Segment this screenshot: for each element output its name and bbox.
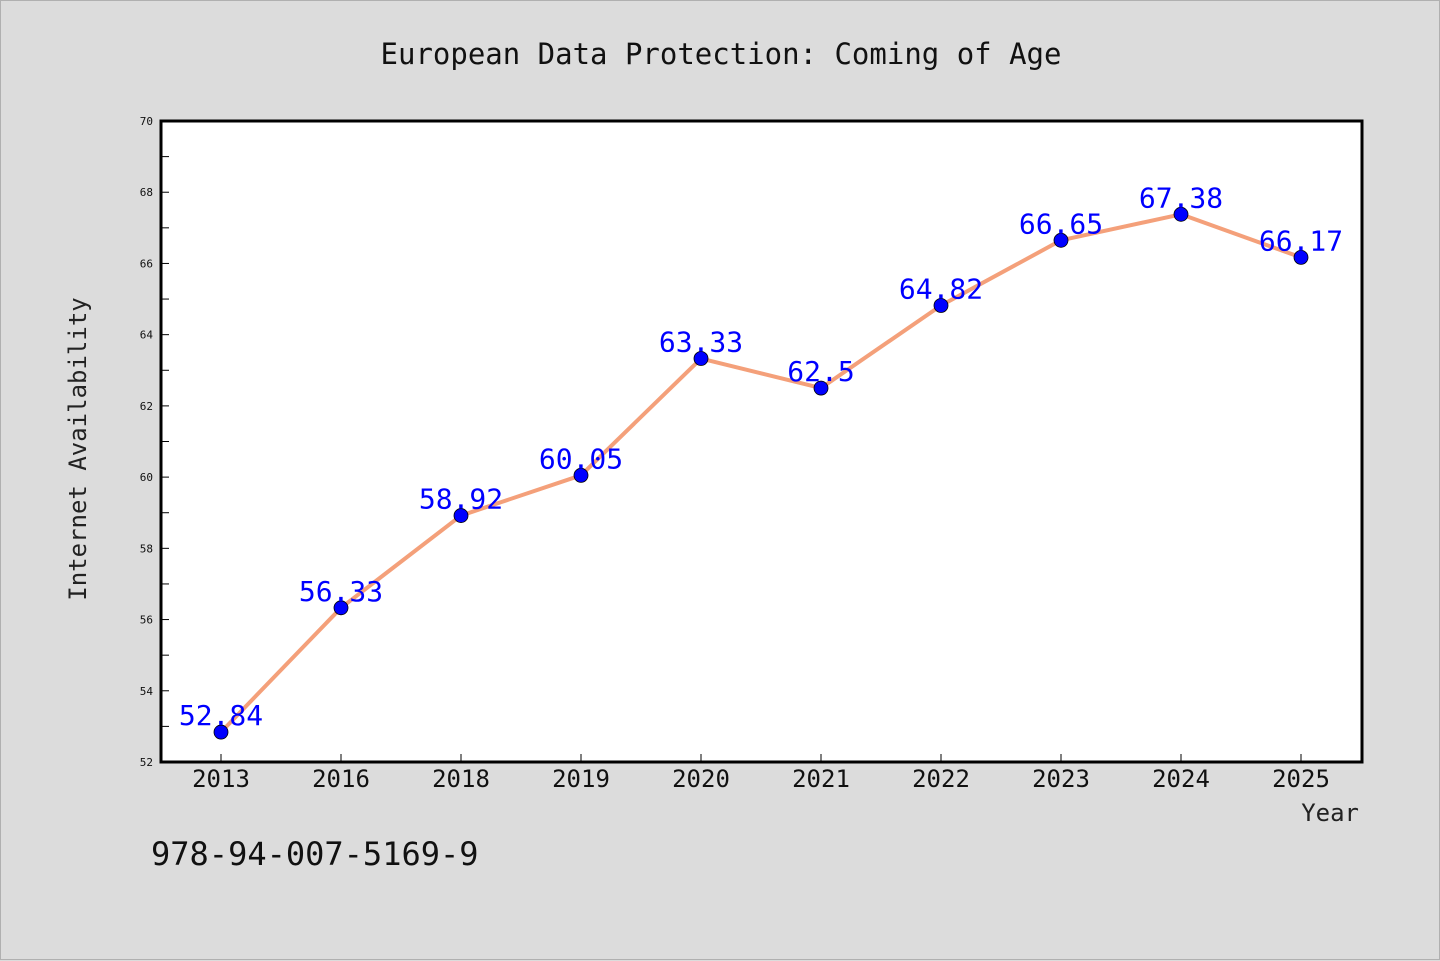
isbn-text: 978-94-007-5169-9: [151, 835, 479, 873]
y-tick-label: 68: [140, 186, 153, 199]
data-point: [1173, 206, 1189, 222]
data-point: [453, 508, 469, 523]
data-point: [573, 467, 589, 483]
data-label: 63.33: [659, 326, 743, 359]
x-axis-label: Year: [1301, 799, 1359, 827]
data-label: 58.92: [419, 483, 503, 516]
data-label: 52.84: [179, 699, 263, 732]
y-tick-label: 62: [140, 400, 153, 413]
x-tick-label: 2016: [312, 765, 370, 793]
data-point: [813, 380, 829, 396]
x-tick-label: 2024: [1152, 765, 1210, 793]
x-tick-label: 2013: [192, 765, 250, 793]
data-label: 67.38: [1139, 181, 1223, 214]
data-label: 64.82: [899, 272, 983, 305]
data-label: 66.17: [1259, 224, 1343, 257]
data-point: [213, 724, 229, 740]
data-label: 60.05: [539, 442, 623, 475]
data-point: [333, 600, 349, 616]
y-tick-label: 54: [140, 685, 154, 698]
x-tick-label: 2022: [912, 765, 970, 793]
y-tick-label: 60: [140, 471, 153, 484]
x-tick-label: 2025: [1272, 765, 1330, 793]
x-tick-label: 2023: [1032, 765, 1090, 793]
data-point: [693, 351, 709, 366]
data-point: [933, 298, 949, 313]
y-tick-label: 56: [140, 614, 153, 627]
x-axis: 2013 2016 2018 2019 2020 2021 2022 2023 2024 2025: [192, 754, 1330, 793]
y-tick-label: 52: [140, 756, 153, 769]
data-point: [1293, 249, 1309, 265]
plot-area: [159, 119, 1364, 764]
y-tick-label: 58: [140, 542, 153, 555]
y-tick-label: 64: [140, 329, 154, 342]
y-tick-label: 70: [140, 115, 153, 128]
data-point: [1053, 232, 1069, 248]
x-tick-label: 2021: [792, 765, 850, 793]
x-tick-label: 2018: [432, 765, 490, 793]
series-line: [219, 212, 1303, 735]
x-tick-label: 2020: [672, 765, 730, 793]
y-axis: 52 54 56 58 60 62 64 66 68 70: [140, 115, 169, 769]
y-axis-label: Internet Availability: [64, 297, 92, 600]
data-label: 56.33: [299, 575, 383, 608]
chart-title: European Data Protection: Coming of Age: [381, 37, 1062, 71]
data-label: 62.5: [787, 355, 854, 388]
y-tick-label: 66: [140, 257, 153, 270]
x-tick-label: 2019: [552, 765, 610, 793]
data-label: 66.65: [1019, 207, 1103, 240]
series-layer: 52.84 56.33 58.92 60.05 63.33 62.5 64.82 66.65 6…: [179, 181, 1343, 740]
